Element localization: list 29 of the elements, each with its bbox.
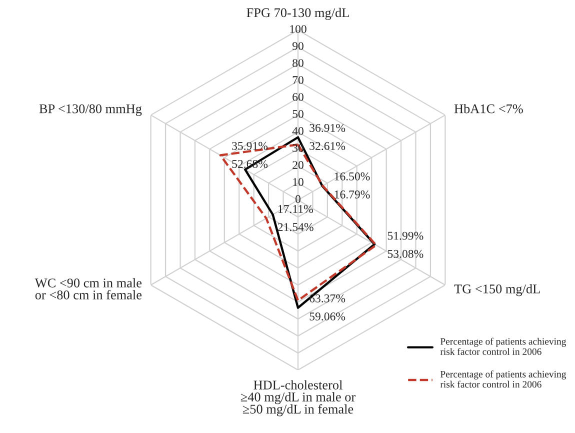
y-tick-label: 50 bbox=[292, 110, 304, 118]
data-label: 35.91% bbox=[232, 142, 268, 150]
data-label: 53.08% bbox=[388, 250, 424, 258]
y-tick-label: 100 bbox=[290, 25, 306, 34]
legend-label: Percentage of patients achieving risk factor control in 2006 bbox=[440, 338, 566, 355]
data-label: 59.06% bbox=[310, 312, 346, 320]
spoke-label: BP <130/80 mmHg bbox=[39, 104, 142, 116]
spoke-label: TG <150 mg/dL bbox=[454, 284, 540, 296]
y-tick-label: 10 bbox=[293, 178, 304, 186]
y-tick-label: 60 bbox=[292, 93, 304, 102]
y-tick-label: 20 bbox=[292, 161, 304, 170]
y-tick-label: 80 bbox=[292, 59, 304, 68]
y-tick-label: 70 bbox=[292, 76, 304, 84]
data-label: 16.50% bbox=[334, 172, 370, 180]
y-tick-label: 90 bbox=[292, 42, 304, 50]
data-label: 32.61% bbox=[310, 142, 346, 150]
data-label: 63.37% bbox=[310, 294, 346, 302]
y-tick-label: 0 bbox=[295, 195, 300, 203]
data-label: 21.54% bbox=[278, 223, 314, 232]
legend-label: Percentage of patients achieving risk factor control in 2006 bbox=[440, 370, 566, 388]
spoke-label: FPG 70-130 mg/dL bbox=[246, 8, 349, 20]
data-label: 16.79% bbox=[334, 190, 370, 199]
y-tick-label: 40 bbox=[292, 127, 304, 136]
data-label: 17.11% bbox=[278, 205, 313, 214]
spoke-label: HDL-cholesterol ≥40 mg/dL in male or ≥50 mg/dL in female bbox=[240, 380, 356, 416]
spoke-label: WC <90 cm in male or <80 cm in female bbox=[34, 278, 142, 300]
spoke-label: HbA1C <7% bbox=[454, 104, 523, 114]
data-label: 51.99% bbox=[388, 232, 424, 240]
data-label: 36.91% bbox=[310, 124, 346, 132]
